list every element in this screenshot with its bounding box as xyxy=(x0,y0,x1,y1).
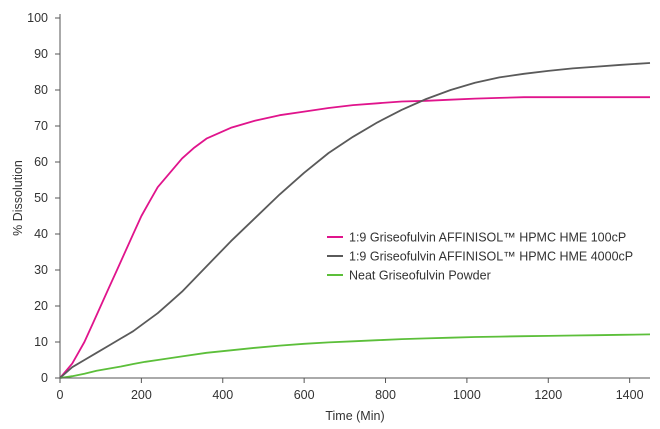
y-axis-title: % Dissolution xyxy=(11,160,25,236)
y-tick-label: 100 xyxy=(27,11,48,25)
x-tick-label: 600 xyxy=(294,388,315,402)
legend-label: Neat Griseofulvin Powder xyxy=(349,269,491,283)
y-tick-label: 40 xyxy=(34,227,48,241)
series-line-3 xyxy=(59,333,651,379)
x-tick-label: 1000 xyxy=(453,388,481,402)
series-lines xyxy=(59,62,651,379)
x-axis-ticks: 0 200 400 600 800 1000 1200 1400 xyxy=(57,378,644,402)
y-tick-label: 80 xyxy=(34,83,48,97)
legend-label: 1:9 Griseofulvin AFFINISOL™ HPMC HME 400… xyxy=(349,250,633,264)
x-tick-label: 200 xyxy=(131,388,152,402)
y-axis-ticks: 0 10 20 30 40 50 60 70 80 90 100 xyxy=(27,11,60,385)
y-tick-label: 20 xyxy=(34,299,48,313)
y-tick-label: 30 xyxy=(34,263,48,277)
x-axis-title: Time (Min) xyxy=(325,409,384,423)
legend-label: 1:9 Griseofulvin AFFINISOL™ HPMC HME 100… xyxy=(349,231,626,245)
y-tick-label: 50 xyxy=(34,191,48,205)
x-tick-label: 400 xyxy=(212,388,233,402)
y-tick-label: 90 xyxy=(34,47,48,61)
x-tick-label: 1200 xyxy=(534,388,562,402)
y-tick-label: 10 xyxy=(34,335,48,349)
series-line-2 xyxy=(59,62,651,379)
y-tick-label: 70 xyxy=(34,119,48,133)
x-tick-label: 800 xyxy=(375,388,396,402)
series-line-1 xyxy=(59,96,650,379)
x-tick-label: 1400 xyxy=(616,388,644,402)
legend: 1:9 Griseofulvin AFFINISOL™ HPMC HME 100… xyxy=(327,231,633,283)
y-tick-label: 60 xyxy=(34,155,48,169)
x-tick-label: 0 xyxy=(57,388,64,402)
y-tick-label: 0 xyxy=(41,371,48,385)
